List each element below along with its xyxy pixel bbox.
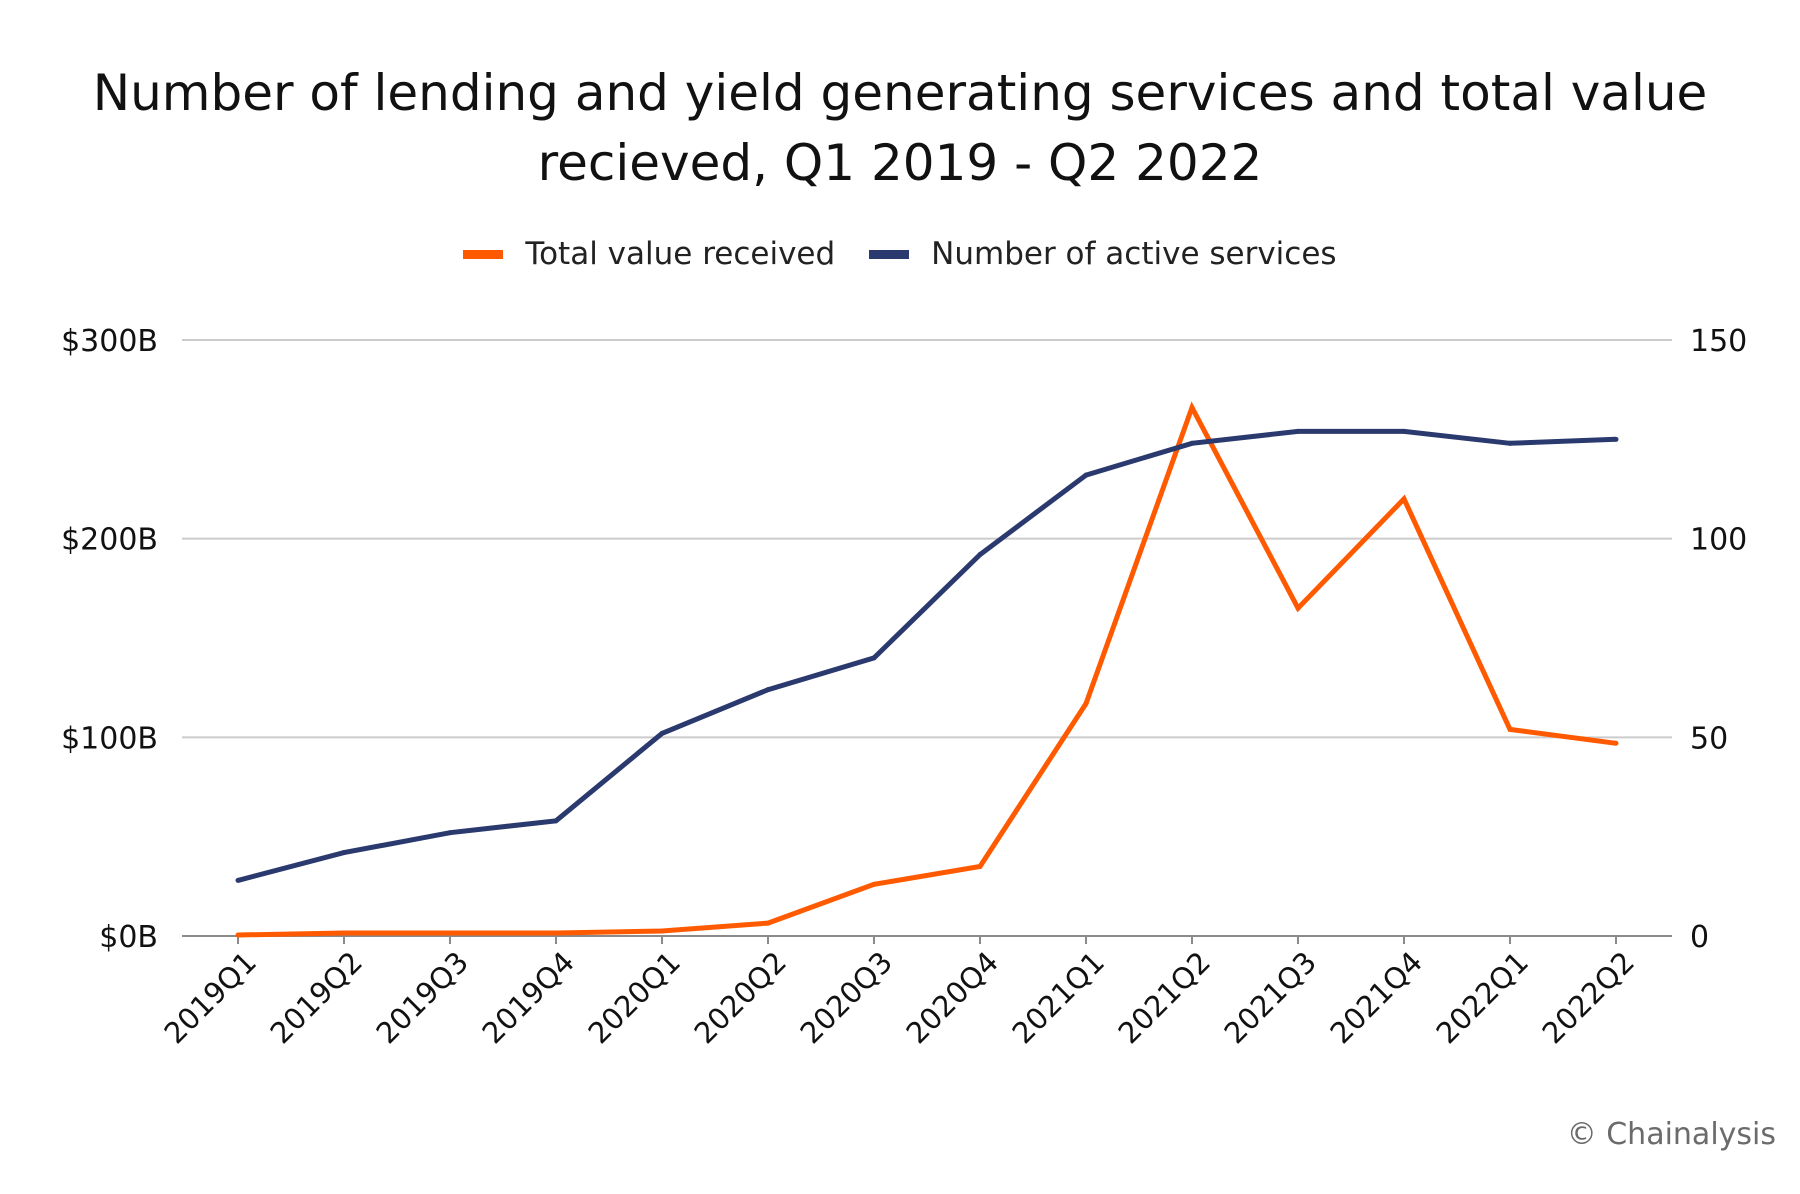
x-tick-label: 2019Q1 xyxy=(158,945,263,1050)
legend-swatch-navy xyxy=(869,249,910,259)
y-left-tick-label: $0B xyxy=(99,920,158,955)
point-active-services-2019Q2 xyxy=(341,850,347,856)
point-total-value-2022Q1 xyxy=(1507,726,1513,732)
point-total-value-2021Q3 xyxy=(1295,605,1301,611)
point-active-services-2022Q2 xyxy=(1613,436,1619,442)
y-right-tick-label: 100 xyxy=(1690,523,1747,558)
y-left-tick-label: $300B xyxy=(61,324,158,359)
legend-label-total-value: Total value received xyxy=(525,236,836,272)
legend: Total value received Number of active se… xyxy=(0,236,1800,272)
x-tick-label: 2019Q4 xyxy=(476,945,581,1050)
legend-swatch-orange xyxy=(463,249,504,259)
y-left-tick-label: $100B xyxy=(61,721,158,756)
legend-item-total-value[interactable]: Total value received xyxy=(463,236,835,272)
y-left-tick-label: $200B xyxy=(61,523,158,558)
point-total-value-2021Q1 xyxy=(1083,701,1089,707)
x-tick-label: 2021Q2 xyxy=(1112,945,1217,1050)
point-total-value-2020Q3 xyxy=(871,881,877,887)
point-active-services-2019Q1 xyxy=(235,877,241,883)
point-total-value-2019Q3 xyxy=(447,930,453,936)
x-tick-label: 2021Q4 xyxy=(1324,945,1429,1050)
point-total-value-2019Q2 xyxy=(341,930,347,936)
x-tick-label: 2020Q1 xyxy=(582,945,687,1050)
chart-title-line-2: recieved, Q1 2019 - Q2 2022 xyxy=(537,134,1263,192)
point-total-value-2020Q2 xyxy=(765,920,771,926)
series-line-active-services xyxy=(237,428,1617,883)
copyright-text: © Chainalysis xyxy=(1566,1117,1776,1152)
point-total-value-2019Q4 xyxy=(553,930,559,936)
point-active-services-2020Q3 xyxy=(871,655,877,661)
point-active-services-2021Q4 xyxy=(1401,428,1407,434)
chart-title-line-1: Number of lending and yield generating s… xyxy=(92,64,1708,122)
chart-title: Number of lending and yield generating s… xyxy=(0,58,1800,198)
x-tick-label: 2020Q3 xyxy=(794,945,899,1050)
y-right-tick-label: 150 xyxy=(1690,324,1747,359)
point-active-services-2020Q2 xyxy=(765,687,771,693)
point-total-value-2021Q2 xyxy=(1189,405,1195,411)
x-tick-label: 2021Q1 xyxy=(1006,945,1111,1050)
series-line-total-value xyxy=(237,401,1617,938)
point-total-value-2021Q4 xyxy=(1401,496,1407,502)
point-active-services-2019Q4 xyxy=(553,818,559,824)
x-tick-label: 2021Q3 xyxy=(1218,945,1323,1050)
x-tick-label: 2022Q2 xyxy=(1536,945,1641,1050)
point-total-value-2019Q1 xyxy=(235,932,241,938)
x-tick-label: 2019Q2 xyxy=(264,945,369,1050)
legend-label-active-services: Number of active services xyxy=(931,236,1337,272)
point-total-value-2020Q1 xyxy=(659,928,665,934)
x-tick-label: 2019Q3 xyxy=(370,945,475,1050)
point-total-value-2020Q4 xyxy=(977,863,983,869)
point-active-services-2019Q3 xyxy=(447,830,453,836)
point-active-services-2021Q1 xyxy=(1083,472,1089,478)
x-tick-label: 2022Q1 xyxy=(1430,945,1535,1050)
point-active-services-2020Q1 xyxy=(659,730,665,736)
x-tick-label: 2020Q2 xyxy=(688,945,793,1050)
point-active-services-2021Q3 xyxy=(1295,428,1301,434)
legend-item-active-services[interactable]: Number of active services xyxy=(869,236,1337,272)
y-right-tick-label: 50 xyxy=(1690,721,1728,756)
y-right-tick-label: 0 xyxy=(1690,920,1709,955)
point-total-value-2022Q2 xyxy=(1613,740,1619,746)
point-active-services-2021Q2 xyxy=(1189,440,1195,446)
point-active-services-2022Q1 xyxy=(1507,440,1513,446)
x-tick-label: 2020Q4 xyxy=(900,945,1005,1050)
point-active-services-2020Q4 xyxy=(977,552,983,558)
